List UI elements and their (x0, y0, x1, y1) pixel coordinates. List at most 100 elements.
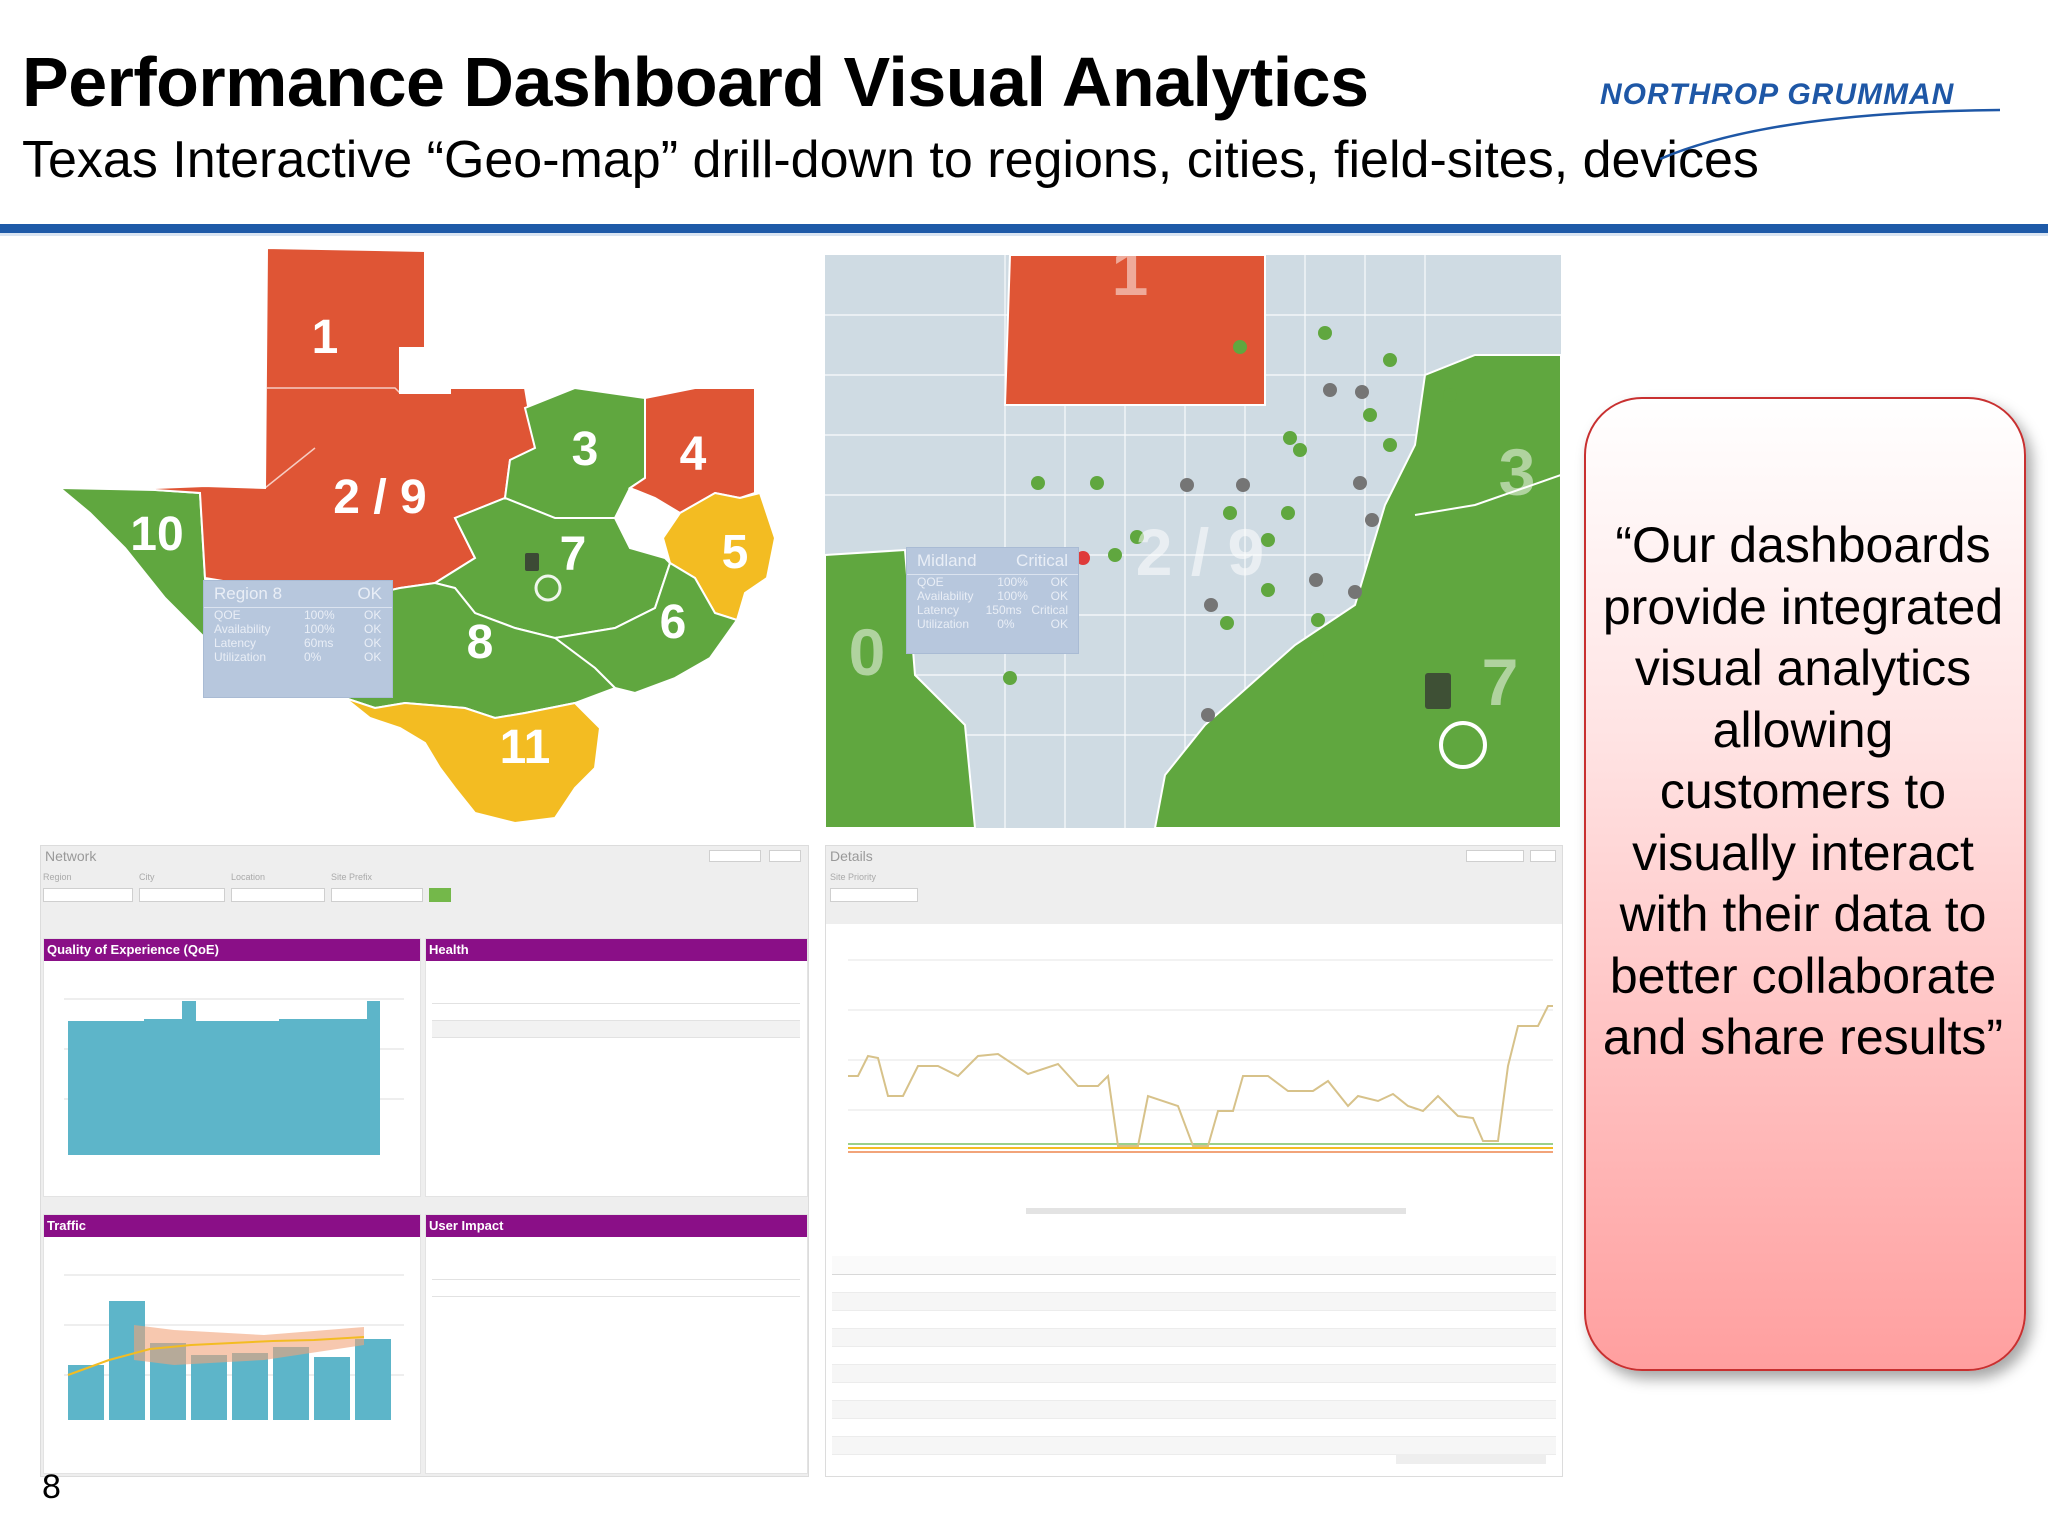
panel-options-button[interactable] (769, 850, 801, 862)
traffic-bar-chart[interactable] (64, 1265, 414, 1425)
region-label-11: 11 (500, 721, 551, 774)
health-table (432, 989, 800, 1039)
site-marker-inactive[interactable] (1204, 598, 1218, 612)
city-select[interactable] (139, 888, 225, 902)
field-site-markers[interactable] (1003, 326, 1457, 722)
panel-menu-button[interactable] (709, 850, 761, 862)
region-label-3: 3 (572, 423, 599, 476)
priority-select[interactable] (830, 888, 918, 902)
site-marker-ok[interactable] (1233, 340, 1247, 354)
site-marker-ok[interactable] (1220, 616, 1234, 630)
tooltip-row: Utilization 0% OK (917, 617, 1068, 631)
site-marker-ok[interactable] (1261, 583, 1275, 597)
site-marker-ok[interactable] (1031, 476, 1045, 490)
region-1-border (264, 387, 401, 489)
network-dashboard-panel: Network Region City Location Site Prefix… (40, 845, 809, 1477)
slide-subtitle: Texas Interactive “Geo-map” drill-down t… (22, 131, 1759, 189)
region-label-2-9: 2 / 9 (333, 471, 426, 524)
tooltip-status: OK (357, 584, 382, 603)
filter-label-priority: Site Priority (830, 872, 877, 882)
tooltip-row: Availability 100% OK (917, 589, 1068, 603)
site-prefix-select[interactable] (331, 888, 423, 902)
site-marker-ok[interactable] (1108, 548, 1122, 562)
slide-title: Performance Dashboard Visual Analytics (22, 43, 1369, 121)
pagination[interactable] (1396, 1454, 1546, 1464)
latency-line-chart[interactable] (848, 946, 1558, 1176)
site-marker-ok[interactable] (1383, 438, 1397, 452)
quote-text: “Our dashboards provide integrated visua… (1602, 517, 2004, 1065)
site-marker-ok[interactable] (1293, 443, 1307, 457)
region-label-10: 10 (130, 508, 183, 561)
panel-title: Network (45, 848, 97, 864)
filter-label-region: Region (43, 872, 72, 882)
site-marker-ok[interactable] (1311, 613, 1325, 627)
region-0-zoom[interactable] (825, 548, 977, 828)
location-select[interactable] (231, 888, 325, 902)
qoe-area-chart[interactable] (64, 989, 414, 1169)
site-marker-ok[interactable] (1090, 476, 1104, 490)
card-title: User Impact (426, 1215, 807, 1237)
site-marker-inactive[interactable] (1309, 573, 1323, 587)
site-marker-ok[interactable] (1130, 530, 1144, 544)
traffic-card: Traffic (43, 1214, 421, 1474)
details-table[interactable] (832, 1256, 1556, 1466)
alert-counter-icon[interactable] (1439, 721, 1487, 769)
site-marker-ok[interactable] (1310, 650, 1324, 664)
header-rule (0, 224, 2048, 233)
tooltip-row: QOE 100% OK (214, 608, 382, 622)
site-marker-ok[interactable] (1223, 506, 1237, 520)
site-marker-ok[interactable] (1281, 506, 1295, 520)
device-icon[interactable] (1425, 673, 1451, 709)
qoe-card: Quality of Experience (QoE) (43, 938, 421, 1197)
tooltip-row: Availability 100% OK (214, 622, 382, 636)
region-label-4: 4 (680, 428, 707, 481)
page-number: 8 (42, 1468, 61, 1506)
region-label-8: 8 (467, 616, 494, 669)
tooltip-title: Midland (917, 551, 977, 570)
site-marker-ok[interactable] (1283, 431, 1297, 445)
site-marker-inactive[interactable] (1180, 478, 1194, 492)
site-marker-ok[interactable] (1443, 388, 1457, 402)
region-label-5: 5 (722, 526, 749, 579)
apply-filter-button[interactable] (429, 888, 451, 902)
region-11[interactable] (344, 697, 602, 825)
panel-menu-button[interactable] (1466, 850, 1524, 862)
site-marker-inactive[interactable] (1323, 383, 1337, 397)
site-marker-ok[interactable] (1318, 326, 1332, 340)
site-marker-critical[interactable] (1076, 551, 1090, 565)
site-marker-ok[interactable] (1003, 671, 1017, 685)
region-label-3-zoom: 3 (1499, 435, 1536, 509)
site-marker-inactive[interactable] (1201, 708, 1215, 722)
quote-callout-box (1584, 397, 2026, 1371)
region-6[interactable] (552, 561, 739, 695)
site-marker-inactive[interactable] (1348, 585, 1362, 599)
tooltip-title: Region 8 (214, 584, 283, 603)
site-marker-ok[interactable] (1363, 408, 1377, 422)
card-title: Quality of Experience (QoE) (44, 939, 420, 961)
region-label-6: 6 (660, 596, 687, 649)
site-marker-ok[interactable] (1261, 533, 1275, 547)
region-select[interactable] (43, 888, 133, 902)
site-marker-inactive[interactable] (1236, 478, 1250, 492)
site-marker-inactive[interactable] (1353, 476, 1367, 490)
region-label-1: 1 (312, 311, 339, 364)
user-impact-table (432, 1265, 800, 1301)
region-zoom-map[interactable]: 1 2 / 9 3 0 7 (825, 255, 1561, 828)
tooltip-status: Critical (1016, 551, 1068, 570)
region-1-zoom[interactable] (1003, 255, 1266, 406)
site-marker-inactive[interactable] (1355, 385, 1369, 399)
details-dashboard-panel: Details Site Priority (825, 845, 1563, 1477)
region-3-7-zoom[interactable] (1153, 354, 1561, 828)
device-icon[interactable] (525, 553, 539, 571)
panel-options-button[interactable] (1530, 850, 1556, 862)
chart-legend (1026, 1208, 1406, 1214)
card-title: Health (426, 939, 807, 961)
filter-label-city: City (139, 872, 155, 882)
region-label-7-zoom: 7 (1482, 645, 1519, 719)
region-label-2-9-zoom: 2 / 9 (1136, 515, 1264, 589)
alert-counter-icon[interactable] (534, 574, 562, 602)
site-marker-ok[interactable] (1383, 353, 1397, 367)
user-impact-card: User Impact (425, 1214, 808, 1474)
texas-region-map[interactable]: 1 2 / 9 3 4 5 6 7 8 10 11 (55, 248, 805, 830)
site-marker-inactive[interactable] (1365, 513, 1379, 527)
